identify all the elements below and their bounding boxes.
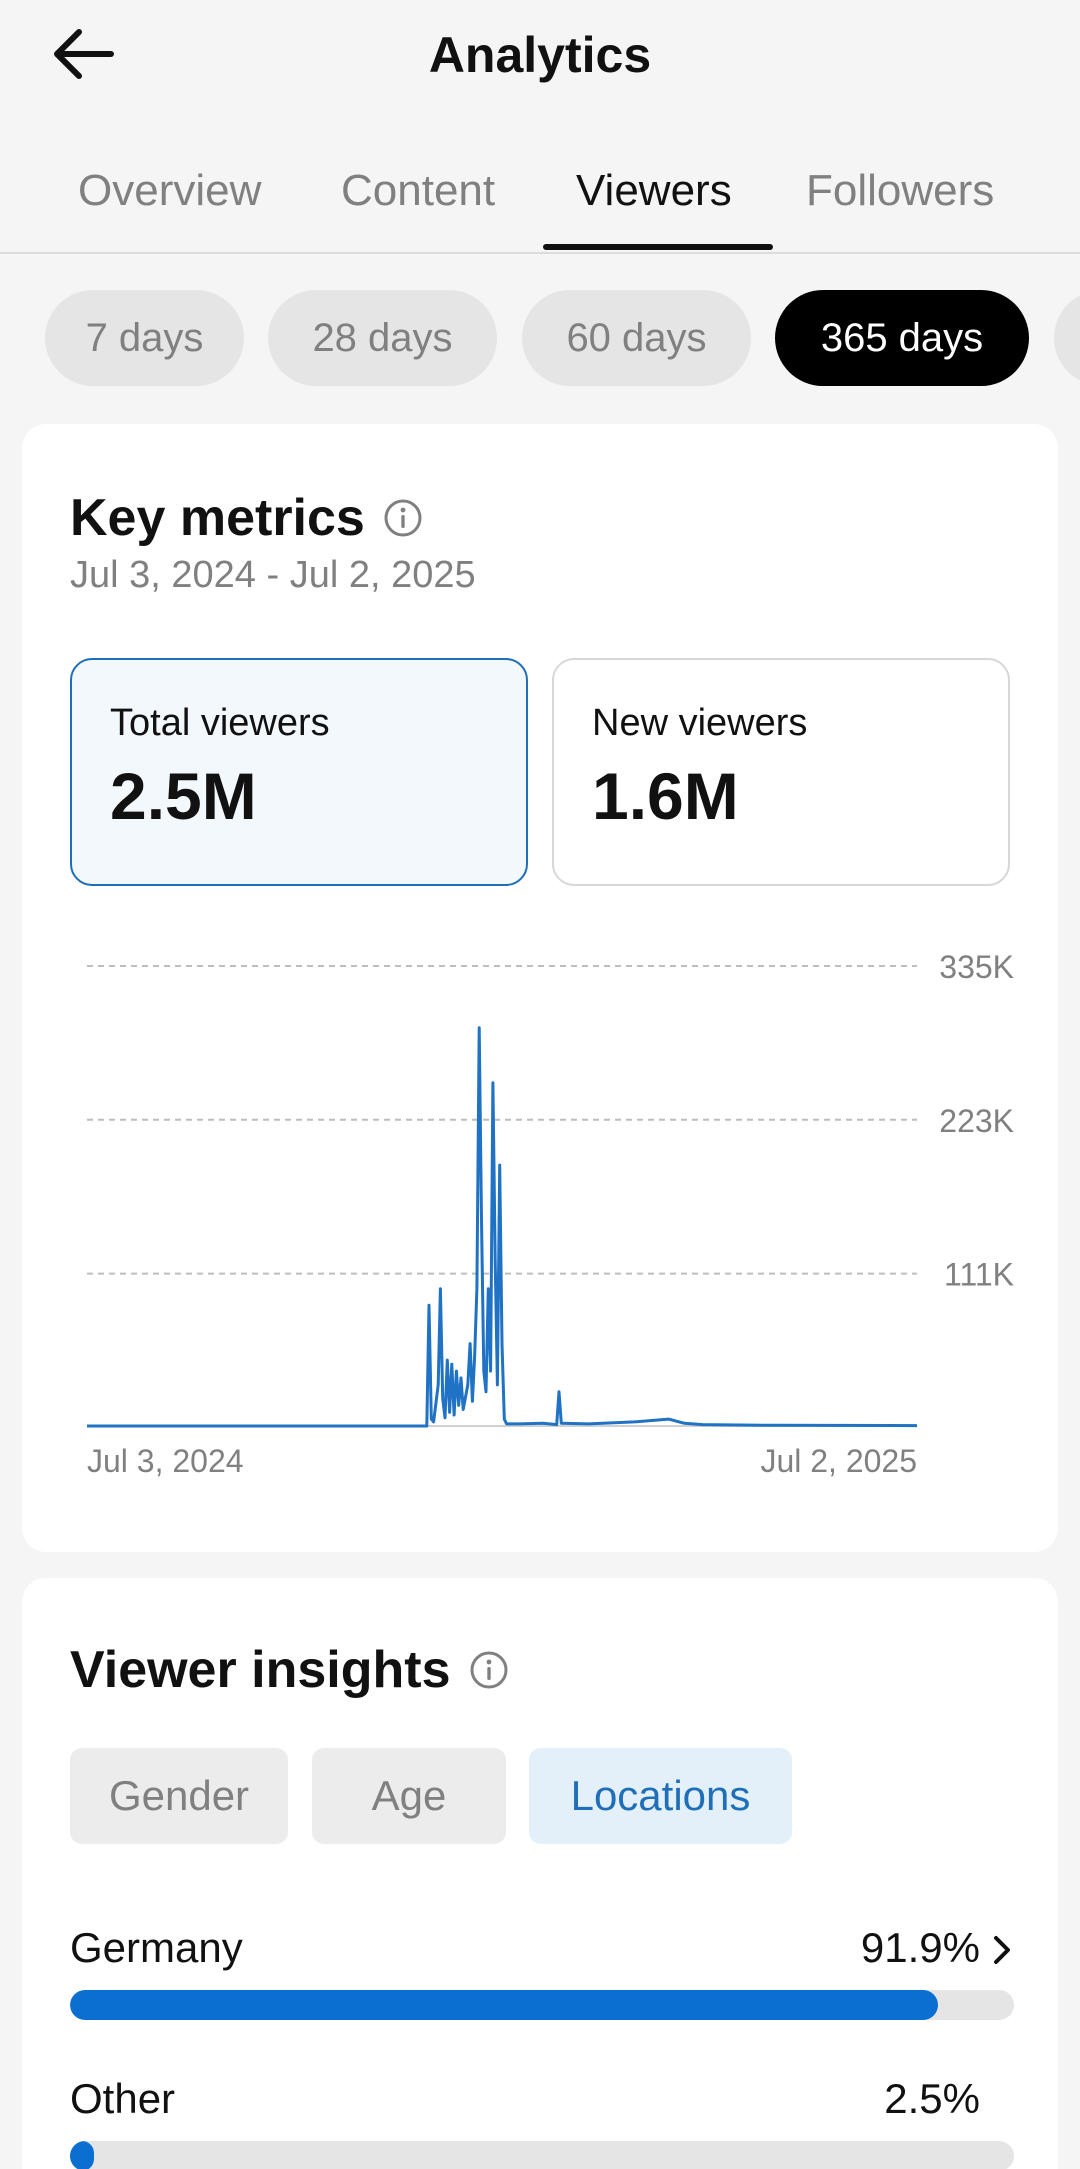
- location-percent: 2.5%: [884, 2075, 980, 2122]
- insight-tab-age[interactable]: Age: [312, 1748, 506, 1844]
- period-chip-overflow[interactable]: [1054, 290, 1080, 386]
- location-row-other: Other 2.5%: [70, 2075, 1014, 2169]
- chart-y-tick-label: 223K: [939, 1103, 1014, 1139]
- metric-value: 2.5M: [110, 759, 257, 833]
- info-icon[interactable]: [383, 498, 423, 538]
- location-bar-fill: [70, 1990, 938, 2020]
- insight-tab-locations[interactable]: Locations: [529, 1748, 792, 1844]
- main-tabs: Overview Content Viewers Followers: [0, 150, 1080, 254]
- insight-tab-gender[interactable]: Gender: [70, 1748, 288, 1844]
- location-bar-track: [70, 2141, 1014, 2169]
- key-metrics-heading: Key metrics: [70, 488, 423, 548]
- viewer-insights-title: Viewer insights: [70, 1641, 451, 1699]
- tab-followers[interactable]: Followers: [806, 166, 995, 215]
- chevron-right-icon: [994, 1936, 1010, 1964]
- location-bar-fill: [70, 2141, 94, 2169]
- metric-value: 1.6M: [592, 759, 739, 833]
- metric-label: Total viewers: [110, 702, 330, 744]
- period-chip-60-days[interactable]: 60 days: [522, 290, 751, 386]
- info-icon[interactable]: [469, 1650, 509, 1690]
- location-name: Germany: [70, 1924, 243, 1971]
- chart-x-tick-label: Jul 2, 2025: [760, 1443, 917, 1479]
- chart-x-tick-label: Jul 3, 2024: [87, 1443, 244, 1479]
- key-metrics-card: Key metrics Jul 3, 2024 - Jul 2, 2025 To…: [22, 424, 1058, 1552]
- tab-content[interactable]: Content: [341, 166, 496, 215]
- page-title: Analytics: [428, 27, 652, 83]
- chart-series-line: [87, 1026, 918, 1428]
- viewers-line-chart: 335K 223K 111K Jul 3, 2024 Jul 2, 2025: [87, 949, 1014, 1479]
- period-chip-7-days[interactable]: 7 days: [45, 290, 244, 386]
- tab-active-indicator: [543, 244, 773, 250]
- chart-y-tick-label: 335K: [939, 949, 1014, 985]
- period-chip-365-days[interactable]: 365 days: [775, 290, 1029, 386]
- period-selector: 7 days 28 days 60 days 365 days: [0, 290, 1080, 388]
- date-range: Jul 3, 2024 - Jul 2, 2025: [70, 554, 476, 596]
- tab-viewers[interactable]: Viewers: [576, 166, 732, 215]
- key-metrics-title: Key metrics: [70, 489, 365, 547]
- location-name: Other: [70, 2075, 176, 2122]
- metric-card-total-viewers[interactable]: Total viewers 2.5M: [70, 658, 528, 886]
- chart-y-tick-label: 111K: [944, 1257, 1014, 1293]
- viewer-insights-heading: Viewer insights: [70, 1640, 509, 1700]
- arrow-left-icon: [54, 29, 114, 79]
- app-header: Analytics: [0, 0, 1080, 115]
- metric-card-new-viewers[interactable]: New viewers 1.6M: [552, 658, 1010, 886]
- location-bar-track: [70, 1990, 1014, 2020]
- back-button[interactable]: [48, 22, 118, 86]
- metric-label: New viewers: [592, 702, 808, 744]
- viewer-insights-card: Viewer insights Gender Age Locations Ger…: [22, 1578, 1058, 2169]
- period-chip-28-days[interactable]: 28 days: [268, 290, 497, 386]
- location-percent: 91.9%: [860, 1924, 980, 1971]
- tab-overview[interactable]: Overview: [78, 166, 262, 215]
- location-row-germany[interactable]: Germany 91.9%: [70, 1924, 1014, 2024]
